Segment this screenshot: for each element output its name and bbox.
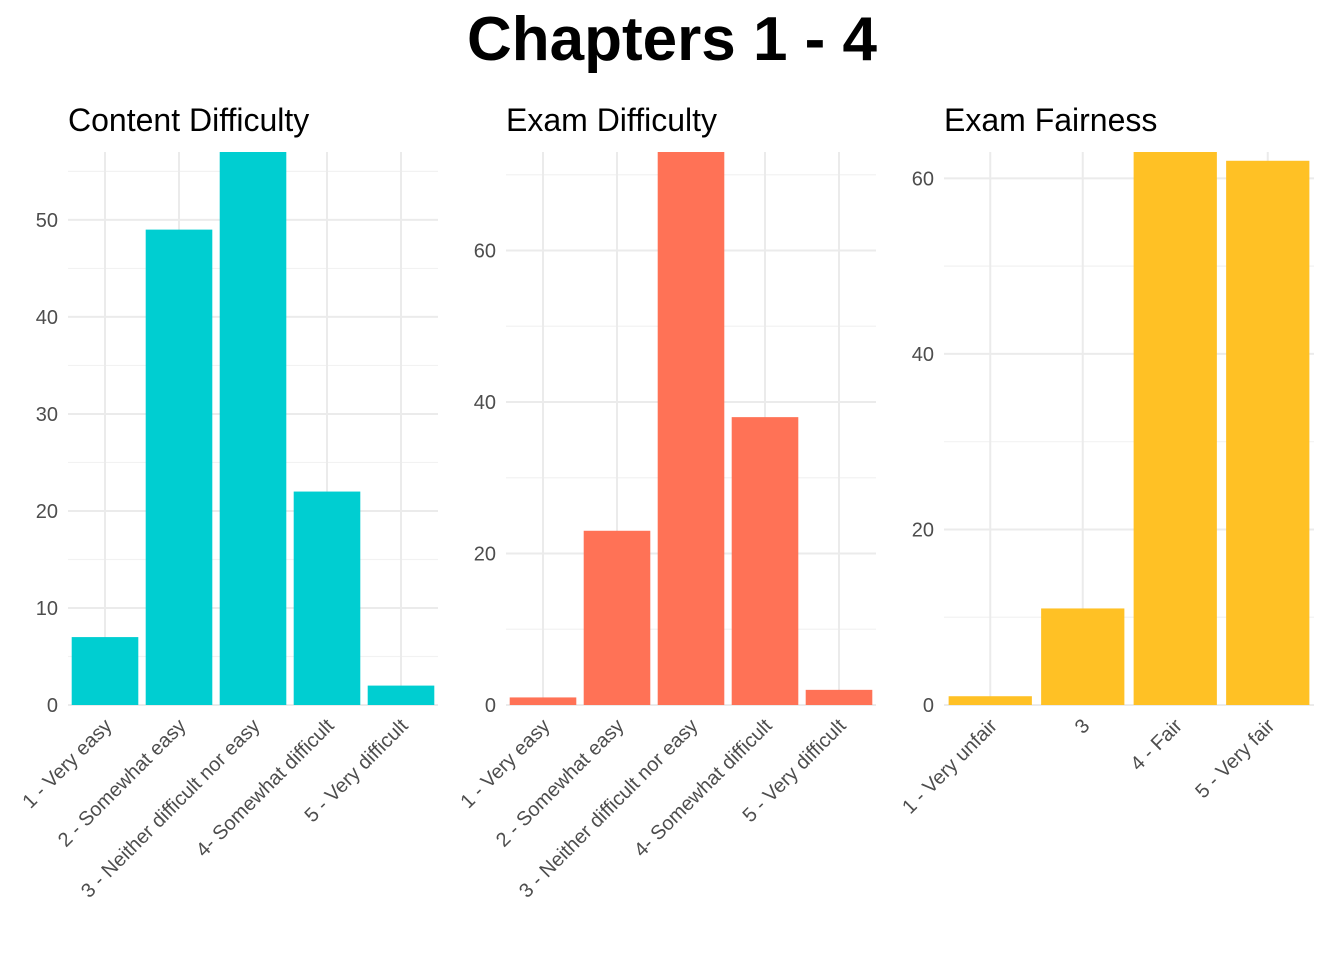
x-tick-label: 1 - Very unfair xyxy=(898,715,1002,819)
x-tick-label: 2 - Somewhat easy xyxy=(492,715,629,852)
y-tick-label: 60 xyxy=(474,240,496,262)
bar-very-difficult xyxy=(367,685,435,705)
x-tick-label: 5 - Very fair xyxy=(1191,715,1279,803)
y-tick-label: 40 xyxy=(474,392,496,414)
x-tick-label: 3 xyxy=(1071,715,1094,738)
y-tick-label: 40 xyxy=(36,307,58,329)
x-tick-label: 4- Somewhat difficult xyxy=(192,715,339,862)
panel-exam-fairness: 0 20 40 60 1 - Very unfair 3 4 - Fair 5 - Very … xyxy=(898,102,1314,819)
y-tick-label: 60 xyxy=(912,168,934,190)
bar-3 xyxy=(1041,608,1125,705)
bar-somewhat-difficult xyxy=(293,491,361,705)
panel-title: Content Difficulty xyxy=(68,102,309,138)
y-tick-label: 30 xyxy=(36,404,58,426)
panel-title: Exam Fairness xyxy=(944,102,1157,138)
y-tick-label: 0 xyxy=(47,695,58,717)
x-tick-label: 2 - Somewhat easy xyxy=(54,715,191,852)
y-tick-label: 50 xyxy=(36,210,58,232)
bar-very-easy xyxy=(509,697,577,705)
bar-very-difficult xyxy=(805,689,873,705)
bar-very-fair xyxy=(1226,160,1310,705)
chart-main-title: Chapters 1 - 4 xyxy=(466,5,878,74)
x-tick-label: 4- Somewhat difficult xyxy=(630,715,777,862)
bar-fair xyxy=(1133,152,1217,705)
bar-neither xyxy=(219,152,287,705)
bar-somewhat-easy xyxy=(145,229,213,706)
bar-very-unfair xyxy=(948,696,1032,705)
bar-very-easy xyxy=(71,637,139,705)
y-tick-label: 40 xyxy=(912,344,934,366)
panel-title: Exam Difficulty xyxy=(506,102,717,138)
bar-somewhat-difficult xyxy=(731,417,799,705)
x-tick-label: 4 - Fair xyxy=(1126,715,1187,776)
y-tick-label: 20 xyxy=(474,543,496,565)
y-tick-label: 0 xyxy=(923,695,934,717)
bar-somewhat-easy xyxy=(583,530,651,705)
y-tick-label: 20 xyxy=(912,519,934,541)
y-tick-label: 10 xyxy=(36,598,58,620)
bar-neither xyxy=(657,152,725,705)
y-tick-label: 0 xyxy=(485,695,496,717)
y-tick-label: 20 xyxy=(36,501,58,523)
